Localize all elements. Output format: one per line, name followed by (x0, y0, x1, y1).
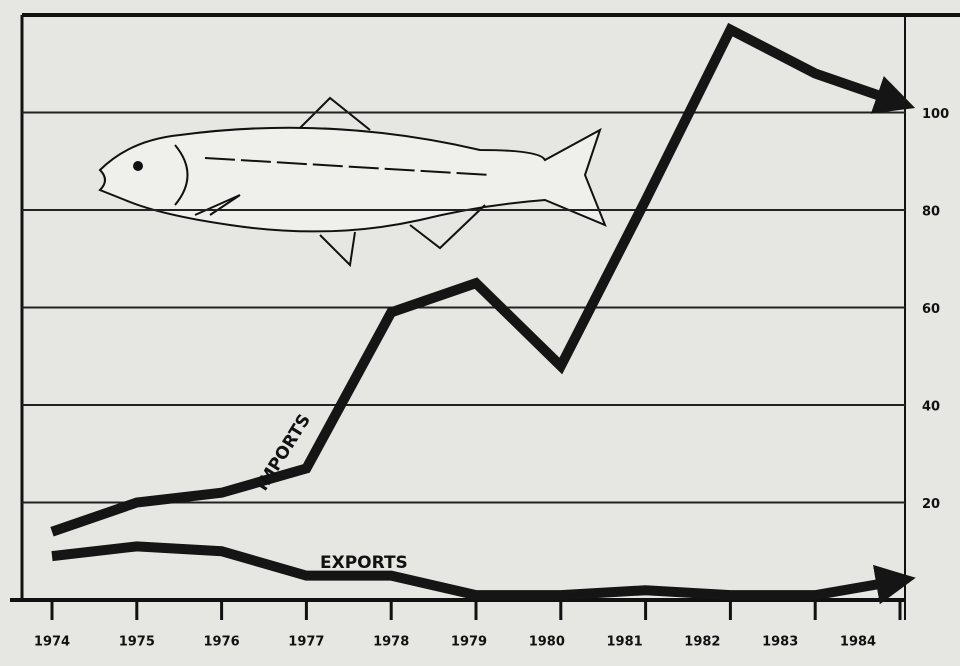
y-tick-label: 20 (922, 497, 940, 512)
y-tick-label: 80 (922, 205, 940, 220)
x-tick-label: 1975 (119, 635, 155, 650)
x-tick-label: 1979 (451, 635, 487, 650)
series-annotation: EXPORTS (320, 553, 408, 573)
x-tick-label: 1978 (373, 635, 409, 650)
x-tick-label: 1982 (684, 635, 720, 650)
chart: 20 40 60 80 100 1974 1975 1976 1977 1978 1979 1980 1… (0, 0, 960, 666)
x-tick-label: 1980 (529, 635, 565, 650)
y-tick-label: 40 (922, 400, 940, 415)
x-tick-label: 1974 (34, 635, 70, 650)
y-tick-label: 100 (922, 107, 949, 122)
x-tick-label: 1984 (840, 635, 876, 650)
page: {"chart_data": {"type": "line", "categor… (0, 0, 960, 666)
x-tick-label: 1981 (607, 635, 643, 650)
x-tick-label: 1983 (762, 635, 798, 650)
x-tick-label: 1977 (288, 635, 324, 650)
background (0, 0, 960, 666)
x-tick-label: 1976 (204, 635, 240, 650)
y-tick-label: 60 (922, 302, 940, 317)
